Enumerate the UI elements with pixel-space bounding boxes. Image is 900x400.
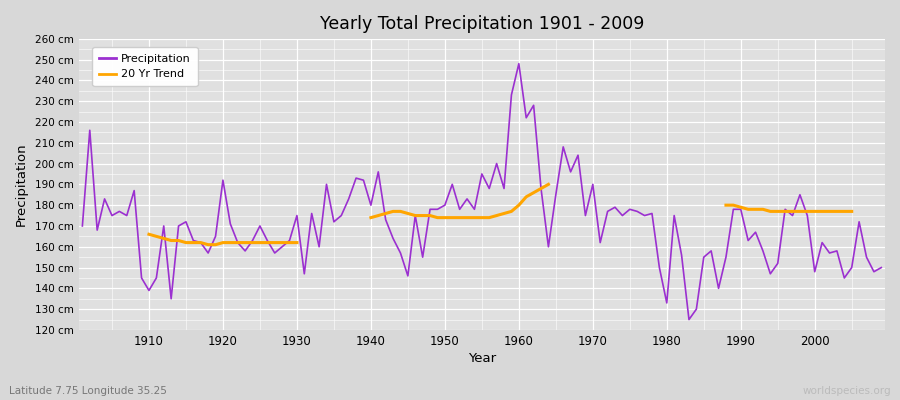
Y-axis label: Precipitation: Precipitation [15, 142, 28, 226]
X-axis label: Year: Year [468, 352, 496, 365]
Legend: Precipitation, 20 Yr Trend: Precipitation, 20 Yr Trend [93, 47, 198, 86]
Title: Yearly Total Precipitation 1901 - 2009: Yearly Total Precipitation 1901 - 2009 [320, 15, 644, 33]
Text: worldspecies.org: worldspecies.org [803, 386, 891, 396]
Text: Latitude 7.75 Longitude 35.25: Latitude 7.75 Longitude 35.25 [9, 386, 166, 396]
